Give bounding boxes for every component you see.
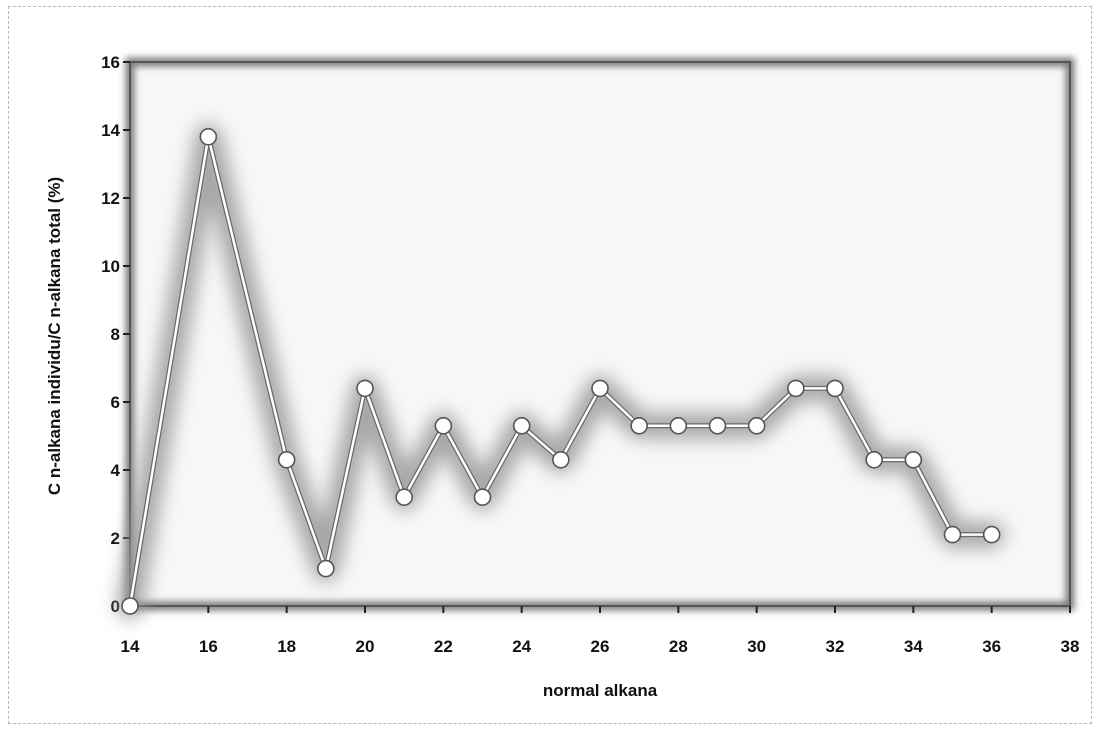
x-tick-label: 24 <box>512 637 531 656</box>
data-point <box>395 488 413 507</box>
plot-area <box>130 62 1070 606</box>
data-point <box>277 450 296 469</box>
data-point <box>591 379 609 398</box>
y-tick-label: 0 <box>111 597 120 616</box>
figure-frame <box>8 6 1092 724</box>
data-point <box>747 416 766 435</box>
x-tick-label: 28 <box>669 637 688 656</box>
y-tick-label: 16 <box>101 53 120 72</box>
data-point <box>669 416 688 435</box>
data-point <box>826 379 844 398</box>
y-tick-label: 8 <box>111 325 120 344</box>
data-point <box>787 379 805 398</box>
data-point <box>552 450 570 469</box>
y-tick-label: 10 <box>101 257 120 276</box>
y-tick-label: 4 <box>111 461 121 480</box>
data-point <box>434 416 453 435</box>
y-axis: 0 2 4 6 8 10 12 14 16 <box>101 53 130 616</box>
x-tick-label: 20 <box>356 637 375 656</box>
data-point <box>356 379 374 398</box>
data-point <box>630 416 648 435</box>
y-axis-title: C n-alkana individu/C n-alkana total (%) <box>45 177 64 495</box>
x-tick-label: 26 <box>591 637 610 656</box>
x-tick-label: 22 <box>434 637 453 656</box>
x-tick-label: 34 <box>904 637 923 656</box>
series-points <box>121 128 1001 615</box>
y-tick-label: 2 <box>111 529 120 548</box>
data-point <box>121 597 139 615</box>
data-point <box>904 450 923 469</box>
data-point <box>982 525 1001 544</box>
data-point <box>943 525 962 544</box>
x-tick-label: 16 <box>199 637 218 656</box>
x-tick-label: 14 <box>121 637 140 656</box>
data-point <box>865 450 883 469</box>
data-point <box>317 559 335 578</box>
x-tick-label: 18 <box>277 637 296 656</box>
x-tick-label: 36 <box>982 637 1001 656</box>
y-tick-label: 6 <box>111 393 120 412</box>
y-tick-label: 14 <box>101 121 120 140</box>
x-axis-title: normal alkana <box>543 681 658 700</box>
data-point <box>199 128 218 146</box>
x-tick-label: 38 <box>1061 637 1080 656</box>
x-tick-label: 32 <box>826 637 845 656</box>
x-tick-label: 30 <box>747 637 766 656</box>
data-point <box>708 416 727 435</box>
data-point <box>512 416 531 435</box>
y-tick-label: 12 <box>101 189 120 208</box>
data-point <box>473 488 492 507</box>
x-axis: 14 16 18 20 22 24 26 28 30 32 34 36 38 <box>121 606 1080 656</box>
